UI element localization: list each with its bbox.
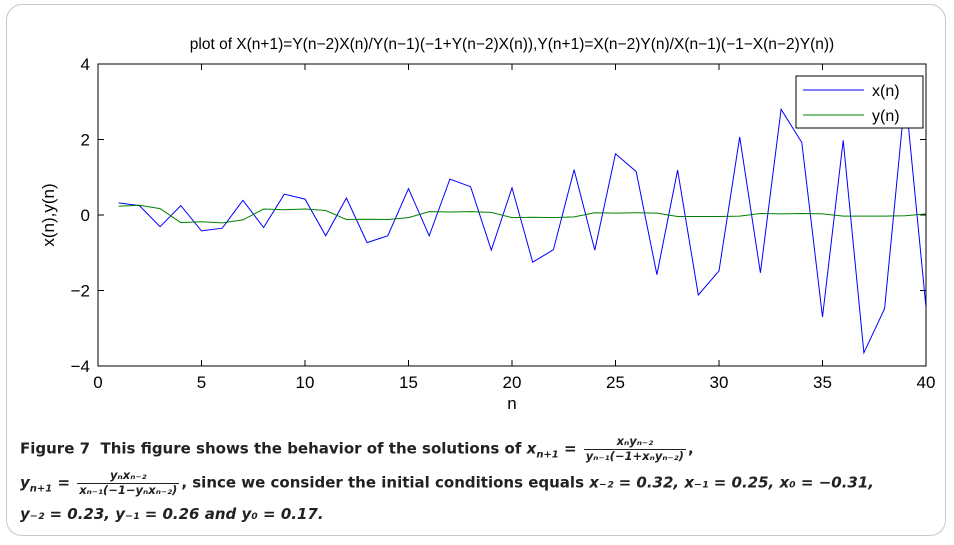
- x-tick-label: 40: [917, 373, 936, 392]
- eq1-numerator: xₙyₙ₋₂: [583, 435, 686, 450]
- caption-line-3: y₋₂ = 0.23, y₋₁ = 0.26 and y₀ = 0.17.: [20, 507, 324, 522]
- chart-title: plot of X(n+1)=Y(n−2)X(n)/Y(n−1)(−1+Y(n−…: [190, 36, 834, 53]
- eq2-numerator: yₙxₙ₋₂: [77, 469, 180, 484]
- y-tick-label: 0: [81, 206, 90, 225]
- axis-tick-labels: 0 5 10 15 20 25 30 35 40 −4 −2 0 2 4: [71, 55, 936, 392]
- legend: x(n) y(n): [795, 75, 924, 129]
- x-tick-label: 30: [710, 373, 729, 392]
- axis-ticks: [97, 63, 927, 367]
- eq1-lhs-sub: n+1: [536, 449, 559, 461]
- x-tick-label: 25: [606, 373, 625, 392]
- x-tick-label: 35: [813, 373, 832, 392]
- caption-line-1: Figure 7 This figure shows the behavior …: [20, 434, 694, 463]
- x-tick-label: 20: [503, 373, 522, 392]
- x-tick-label: 15: [399, 373, 418, 392]
- legend-label-x: x(n): [872, 83, 900, 100]
- eq2-denominator: xₙ₋₁(−1−yₙxₙ₋₂): [79, 482, 178, 497]
- caption-intro: This figure shows the behavior of the so…: [100, 439, 522, 458]
- y-tick-label: −4: [71, 357, 90, 376]
- line-chart: plot of X(n+1)=Y(n−2)X(n)/Y(n−1)(−1+Y(n−…: [39, 36, 936, 413]
- caption-mid: , since we consider the initial conditio…: [181, 473, 584, 492]
- legend-label-y: y(n): [872, 108, 900, 125]
- y-axis-label: x(n),y(n): [39, 183, 58, 246]
- eq2-fraction: yₙxₙ₋₂ xₙ₋₁(−1−yₙxₙ₋₂): [77, 469, 180, 497]
- series-line-y: [118, 204, 926, 224]
- x-tick-label: 5: [197, 373, 206, 392]
- y-tick-label: 4: [81, 55, 90, 74]
- eq1-denominator: yₙ₋₁(−1+xₙyₙ₋₂): [585, 448, 684, 463]
- series-lines: [118, 94, 926, 355]
- x-tick-label: 0: [93, 373, 102, 392]
- caption-line-2: yn+1 = yₙxₙ₋₂ xₙ₋₁(−1−yₙxₙ₋₂) , since we…: [20, 468, 874, 497]
- eq2-lhs-sub: n+1: [29, 483, 53, 495]
- legend-box: [795, 75, 924, 129]
- eq1-lhs: x: [526, 439, 537, 458]
- figure-label: Figure 7: [20, 439, 91, 458]
- x-axis-label: n: [507, 394, 516, 413]
- y-tick-label: 2: [81, 131, 90, 150]
- plot-area: [97, 63, 927, 367]
- eq1-fraction: xₙyₙ₋₂ yₙ₋₁(−1+xₙyₙ₋₂): [583, 435, 686, 463]
- caption-conditions-y: y₋₂ = 0.23, y₋₁ = 0.26 and y₀ = 0.17.: [20, 505, 324, 523]
- y-tick-label: −2: [71, 282, 90, 301]
- caption-conditions-x: x₋₂ = 0.32, x₋₁ = 0.25, x₀ = −0.31,: [589, 473, 874, 492]
- eq2-lhs: y: [20, 473, 30, 492]
- x-tick-label: 10: [296, 373, 315, 392]
